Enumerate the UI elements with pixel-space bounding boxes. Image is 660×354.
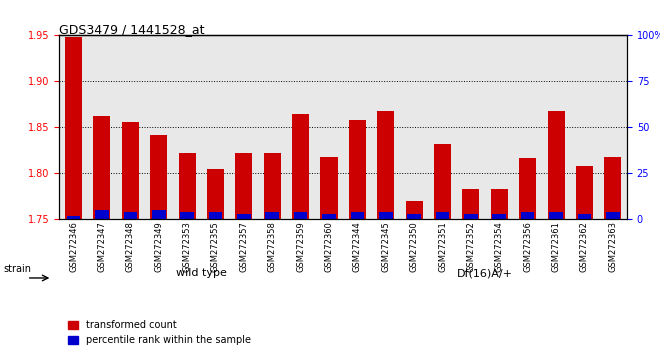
Bar (406, 201, 422, 219)
Bar (180, 212, 194, 219)
Legend: transformed count, percentile rank within the sample: transformed count, percentile rank withi… (64, 316, 255, 349)
Text: Df(16)A/+: Df(16)A/+ (457, 268, 513, 279)
Bar (94, 116, 110, 219)
Bar (236, 153, 252, 219)
Bar (292, 114, 309, 219)
Text: strain: strain (3, 264, 31, 274)
Bar (549, 212, 563, 219)
Bar (152, 210, 166, 219)
Text: wild type: wild type (176, 268, 227, 279)
Bar (576, 166, 593, 219)
Bar (65, 37, 82, 219)
Bar (321, 157, 337, 219)
Bar (150, 135, 167, 219)
Bar (237, 214, 251, 219)
Bar (436, 212, 449, 219)
Bar (379, 212, 393, 219)
Bar (434, 144, 451, 219)
Bar (605, 157, 621, 219)
Bar (407, 214, 421, 219)
Bar (264, 153, 280, 219)
Bar (349, 120, 366, 219)
Bar (207, 169, 224, 219)
Bar (578, 214, 591, 219)
Bar (322, 214, 336, 219)
Bar (123, 212, 137, 219)
Bar (378, 111, 394, 219)
Bar (548, 111, 564, 219)
Text: GDS3479 / 1441528_at: GDS3479 / 1441528_at (59, 23, 205, 36)
Bar (265, 212, 279, 219)
Bar (492, 214, 506, 219)
Bar (95, 210, 109, 219)
Bar (122, 122, 139, 219)
Bar (350, 212, 364, 219)
Bar (67, 216, 81, 219)
Bar (209, 212, 222, 219)
Bar (491, 189, 508, 219)
Bar (464, 214, 478, 219)
Bar (179, 153, 195, 219)
Bar (463, 189, 479, 219)
Bar (606, 212, 620, 219)
Bar (519, 158, 536, 219)
Bar (294, 212, 308, 219)
Bar (521, 212, 535, 219)
